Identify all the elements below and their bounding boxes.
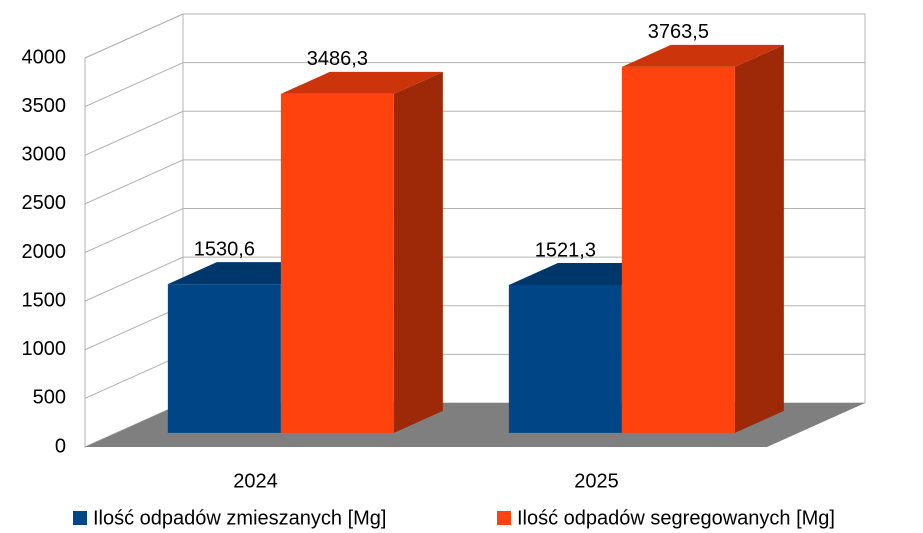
x-tick-label: 2025 bbox=[574, 470, 619, 492]
data-label: 3763,5 bbox=[648, 21, 709, 43]
bar bbox=[508, 284, 622, 433]
bar-top bbox=[621, 44, 784, 67]
y-tick-label: 1500 bbox=[22, 289, 67, 311]
bar bbox=[167, 284, 281, 433]
bar-side bbox=[393, 71, 443, 433]
y-tick-label: 2000 bbox=[22, 241, 67, 263]
data-label: 1530,6 bbox=[194, 238, 255, 260]
y-tick-label: 500 bbox=[33, 387, 66, 409]
y-tick-label: 3000 bbox=[22, 144, 67, 166]
data-label: 1521,3 bbox=[535, 239, 596, 261]
legend-label: Ilość odpadów zmieszanych [Mg] bbox=[93, 507, 386, 529]
x-tick-label: 2024 bbox=[233, 470, 278, 492]
legend-swatch bbox=[73, 511, 87, 525]
bar-top bbox=[280, 71, 443, 94]
legend-label: Ilość odpadów segregowanych [Mg] bbox=[517, 507, 835, 529]
legend-swatch bbox=[497, 511, 511, 525]
y-tick-label: 1000 bbox=[22, 338, 67, 360]
y-tick-label: 2500 bbox=[22, 192, 67, 214]
y-tick-label: 0 bbox=[55, 435, 66, 457]
bar bbox=[621, 66, 735, 433]
data-label: 3486,3 bbox=[307, 48, 368, 70]
bar bbox=[280, 93, 394, 433]
y-tick-label: 4000 bbox=[22, 46, 67, 68]
y-tick-label: 3500 bbox=[22, 95, 67, 117]
grid-line bbox=[84, 13, 865, 59]
bar-side bbox=[734, 44, 784, 433]
